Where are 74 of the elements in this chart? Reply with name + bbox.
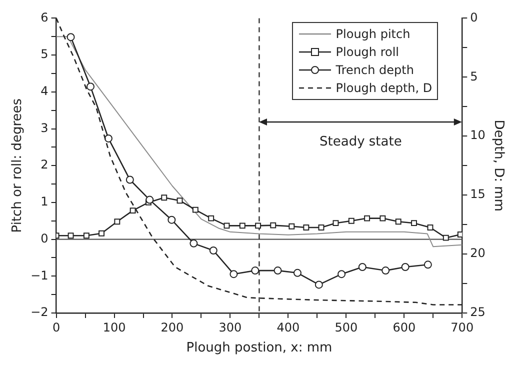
point xyxy=(457,232,462,238)
point xyxy=(208,215,214,222)
point xyxy=(427,224,434,230)
point xyxy=(348,218,354,224)
y-tick-label: 4 xyxy=(40,84,48,98)
y-tick-label: −1 xyxy=(30,268,48,282)
y-tick-label: 1 xyxy=(40,194,48,209)
legend-label: Plough roll xyxy=(336,44,400,62)
x-tick-label: 500 xyxy=(334,320,358,334)
y-tick-label: 6 xyxy=(40,10,48,24)
x-tick-label: 100 xyxy=(102,320,126,334)
point xyxy=(303,224,310,230)
point xyxy=(126,176,134,184)
point xyxy=(66,33,75,42)
y-tick-label: 2 xyxy=(40,158,48,172)
y2-tick-label: 0 xyxy=(470,10,478,24)
y-tick-label: 0 xyxy=(40,231,48,246)
point xyxy=(161,194,168,201)
point xyxy=(251,266,260,275)
x-axis-title: Plough postion, x: mm xyxy=(186,340,332,356)
point xyxy=(98,230,104,236)
point xyxy=(114,218,120,225)
point xyxy=(395,218,402,225)
point xyxy=(274,266,282,275)
point xyxy=(224,222,230,229)
x-tick-label: 700 xyxy=(450,320,474,334)
point xyxy=(130,208,136,214)
y2-tick-label: 15 xyxy=(470,187,486,202)
point xyxy=(442,234,449,241)
point xyxy=(230,270,238,278)
x-tick-label: 0 xyxy=(52,320,60,334)
point xyxy=(104,134,112,142)
point xyxy=(255,222,262,229)
y-tick-label: 3 xyxy=(40,120,48,135)
point xyxy=(86,82,94,91)
point xyxy=(239,222,246,229)
x-tick-label: 300 xyxy=(218,320,242,334)
y2-tick-label: 25 xyxy=(470,305,486,320)
point xyxy=(314,280,323,289)
point xyxy=(209,246,218,255)
point xyxy=(411,220,417,226)
point xyxy=(68,232,74,239)
annotation: Steady state xyxy=(320,134,402,150)
point xyxy=(382,266,390,275)
point xyxy=(358,263,366,272)
x-tick-label: 600 xyxy=(392,320,416,334)
point xyxy=(83,232,90,239)
legend-label: Plough pitch xyxy=(336,26,410,44)
legend-label: Trench depth xyxy=(336,62,414,80)
legend-label: Plough depth, D xyxy=(336,80,432,98)
x-tick-label: 400 xyxy=(276,320,300,334)
y2-tick-label: 20 xyxy=(470,246,486,260)
point xyxy=(288,223,295,230)
y2-tick-label: 10 xyxy=(470,128,486,142)
y-axis-title: Pitch or roll: degrees xyxy=(10,98,26,233)
point xyxy=(190,239,198,248)
point xyxy=(380,215,386,222)
point xyxy=(318,224,324,230)
point xyxy=(146,196,154,204)
y-tick-label: 5 xyxy=(40,47,48,62)
y2-tick-label: 5 xyxy=(470,69,478,84)
y-tick-label: −2 xyxy=(30,305,48,320)
point xyxy=(338,270,346,278)
point xyxy=(293,268,302,277)
point xyxy=(424,260,432,269)
y2-axis-title: Depth, D: mm xyxy=(490,120,506,212)
point xyxy=(168,216,176,224)
point xyxy=(176,198,183,204)
point xyxy=(401,263,410,272)
point xyxy=(192,206,198,213)
x-tick-label: 200 xyxy=(160,320,184,334)
point xyxy=(332,220,339,226)
point xyxy=(364,215,370,222)
point xyxy=(270,222,276,228)
